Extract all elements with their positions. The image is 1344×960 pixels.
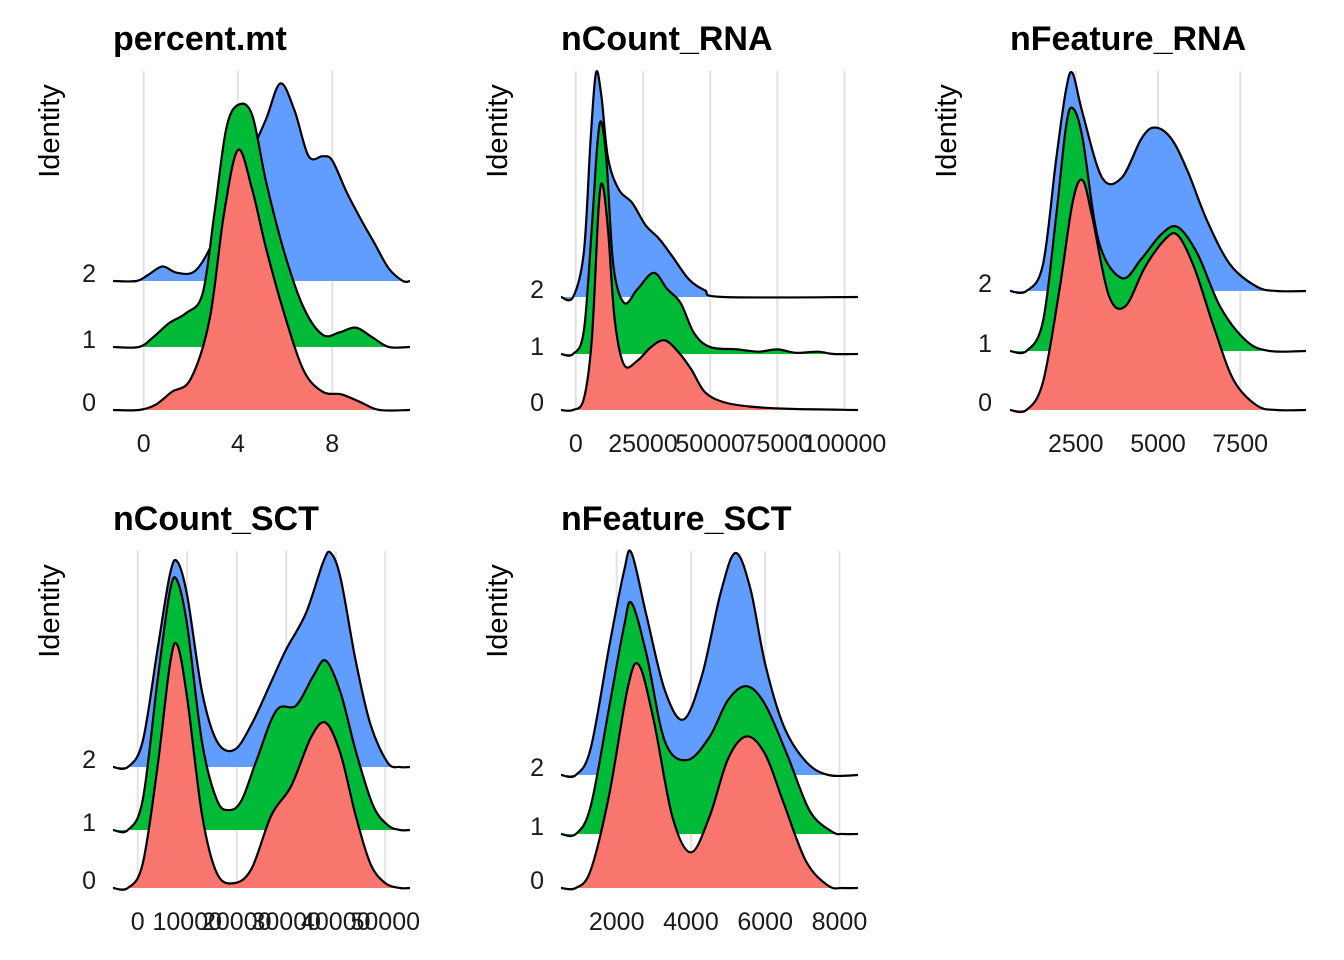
x-tick-label: 10000 — [152, 908, 222, 936]
ridge-line-0 — [112, 148, 411, 412]
x-tick-label: 100000 — [803, 430, 886, 458]
category-label: 2 — [530, 754, 544, 782]
y-axis-label: Identity — [34, 564, 66, 658]
x-tick-label: 4000 — [663, 908, 719, 936]
ridge-line-0 — [560, 182, 859, 412]
ridge-line-2 — [560, 549, 859, 779]
ridge-fill-0 — [1010, 179, 1306, 413]
chart-panel-0: percent.mt Identity 0 1 2 0 4 8 — [34, 20, 411, 458]
x-tick-label: 0 — [137, 430, 151, 458]
category-label: 2 — [530, 276, 544, 304]
category-label: 1 — [530, 813, 544, 841]
category-label: 1 — [82, 809, 96, 837]
category-label: 0 — [82, 389, 96, 417]
x-tick-label: 25000 — [608, 430, 678, 458]
x-tick-label: 40000 — [301, 908, 371, 936]
x-tick-label: 20000 — [202, 908, 272, 936]
x-tick-label: 50000 — [675, 430, 745, 458]
category-label: 1 — [82, 326, 96, 354]
ridge-fill-2 — [561, 71, 858, 301]
ridge-fill-1 — [561, 121, 858, 356]
ridge-line-2 — [112, 82, 411, 284]
y-axis-label: Identity — [482, 564, 514, 658]
ridge-line-0 — [112, 641, 411, 891]
chart-title: nFeature_SCT — [561, 500, 792, 538]
x-tick-label: 6000 — [737, 908, 793, 936]
chart-panel-4: nFeature_SCT Identity 0 1 2 2000 4000 6000 8000 — [482, 500, 867, 936]
ridge-line-1 — [560, 120, 859, 357]
ridge-line-1 — [1009, 106, 1307, 355]
ridge-line-2 — [560, 70, 859, 302]
ridge-line-0 — [560, 661, 859, 891]
ridge-fill-0 — [561, 663, 858, 890]
x-tick-label: 8000 — [812, 908, 868, 936]
x-tick-label: 8 — [325, 430, 339, 458]
ridge-line-1 — [560, 600, 859, 838]
x-tick-label: 4 — [231, 430, 245, 458]
chart-title: nCount_SCT — [113, 500, 319, 538]
ridge-line-1 — [112, 576, 411, 834]
chart-title: percent.mt — [113, 20, 287, 58]
ridge-line-2 — [112, 550, 411, 770]
category-label: 0 — [530, 867, 544, 895]
x-tick-label: 2000 — [589, 908, 645, 936]
x-tick-label: 75000 — [743, 430, 813, 458]
ridge-fill-0 — [113, 149, 410, 411]
category-label: 1 — [978, 330, 992, 358]
x-tick-label: 0 — [569, 430, 583, 458]
chart-panel-2: nFeature_RNA Identity 0 1 2 2500 5000 7500 — [931, 20, 1307, 458]
category-label: 2 — [978, 270, 992, 298]
category-label: 2 — [82, 260, 96, 288]
category-label: 1 — [530, 333, 544, 361]
category-label: 0 — [530, 389, 544, 417]
y-axis-label: Identity — [931, 84, 963, 178]
chart-title: nCount_RNA — [561, 20, 773, 58]
chart-title: nFeature_RNA — [1010, 20, 1246, 58]
category-label: 2 — [82, 746, 96, 774]
y-axis-label: Identity — [34, 84, 66, 178]
chart-panel-1: nCount_RNA Identity 0 1 2 0 250005000075000100… — [482, 20, 886, 458]
ridge-fill-0 — [561, 183, 858, 411]
x-tick-label: 0 — [131, 908, 145, 936]
y-axis-label: Identity — [482, 84, 514, 178]
category-label: 0 — [82, 867, 96, 895]
x-tick-label: 50000 — [350, 908, 420, 936]
x-tick-label: 7500 — [1212, 430, 1268, 458]
ridge-line-2 — [1009, 71, 1307, 295]
x-tick-label: 2500 — [1048, 430, 1104, 458]
ridge-line-0 — [1009, 178, 1307, 414]
x-tick-label: 5000 — [1130, 430, 1186, 458]
x-tick-label: 30000 — [251, 908, 321, 936]
ridge-line-1 — [112, 102, 411, 349]
category-label: 0 — [978, 389, 992, 417]
